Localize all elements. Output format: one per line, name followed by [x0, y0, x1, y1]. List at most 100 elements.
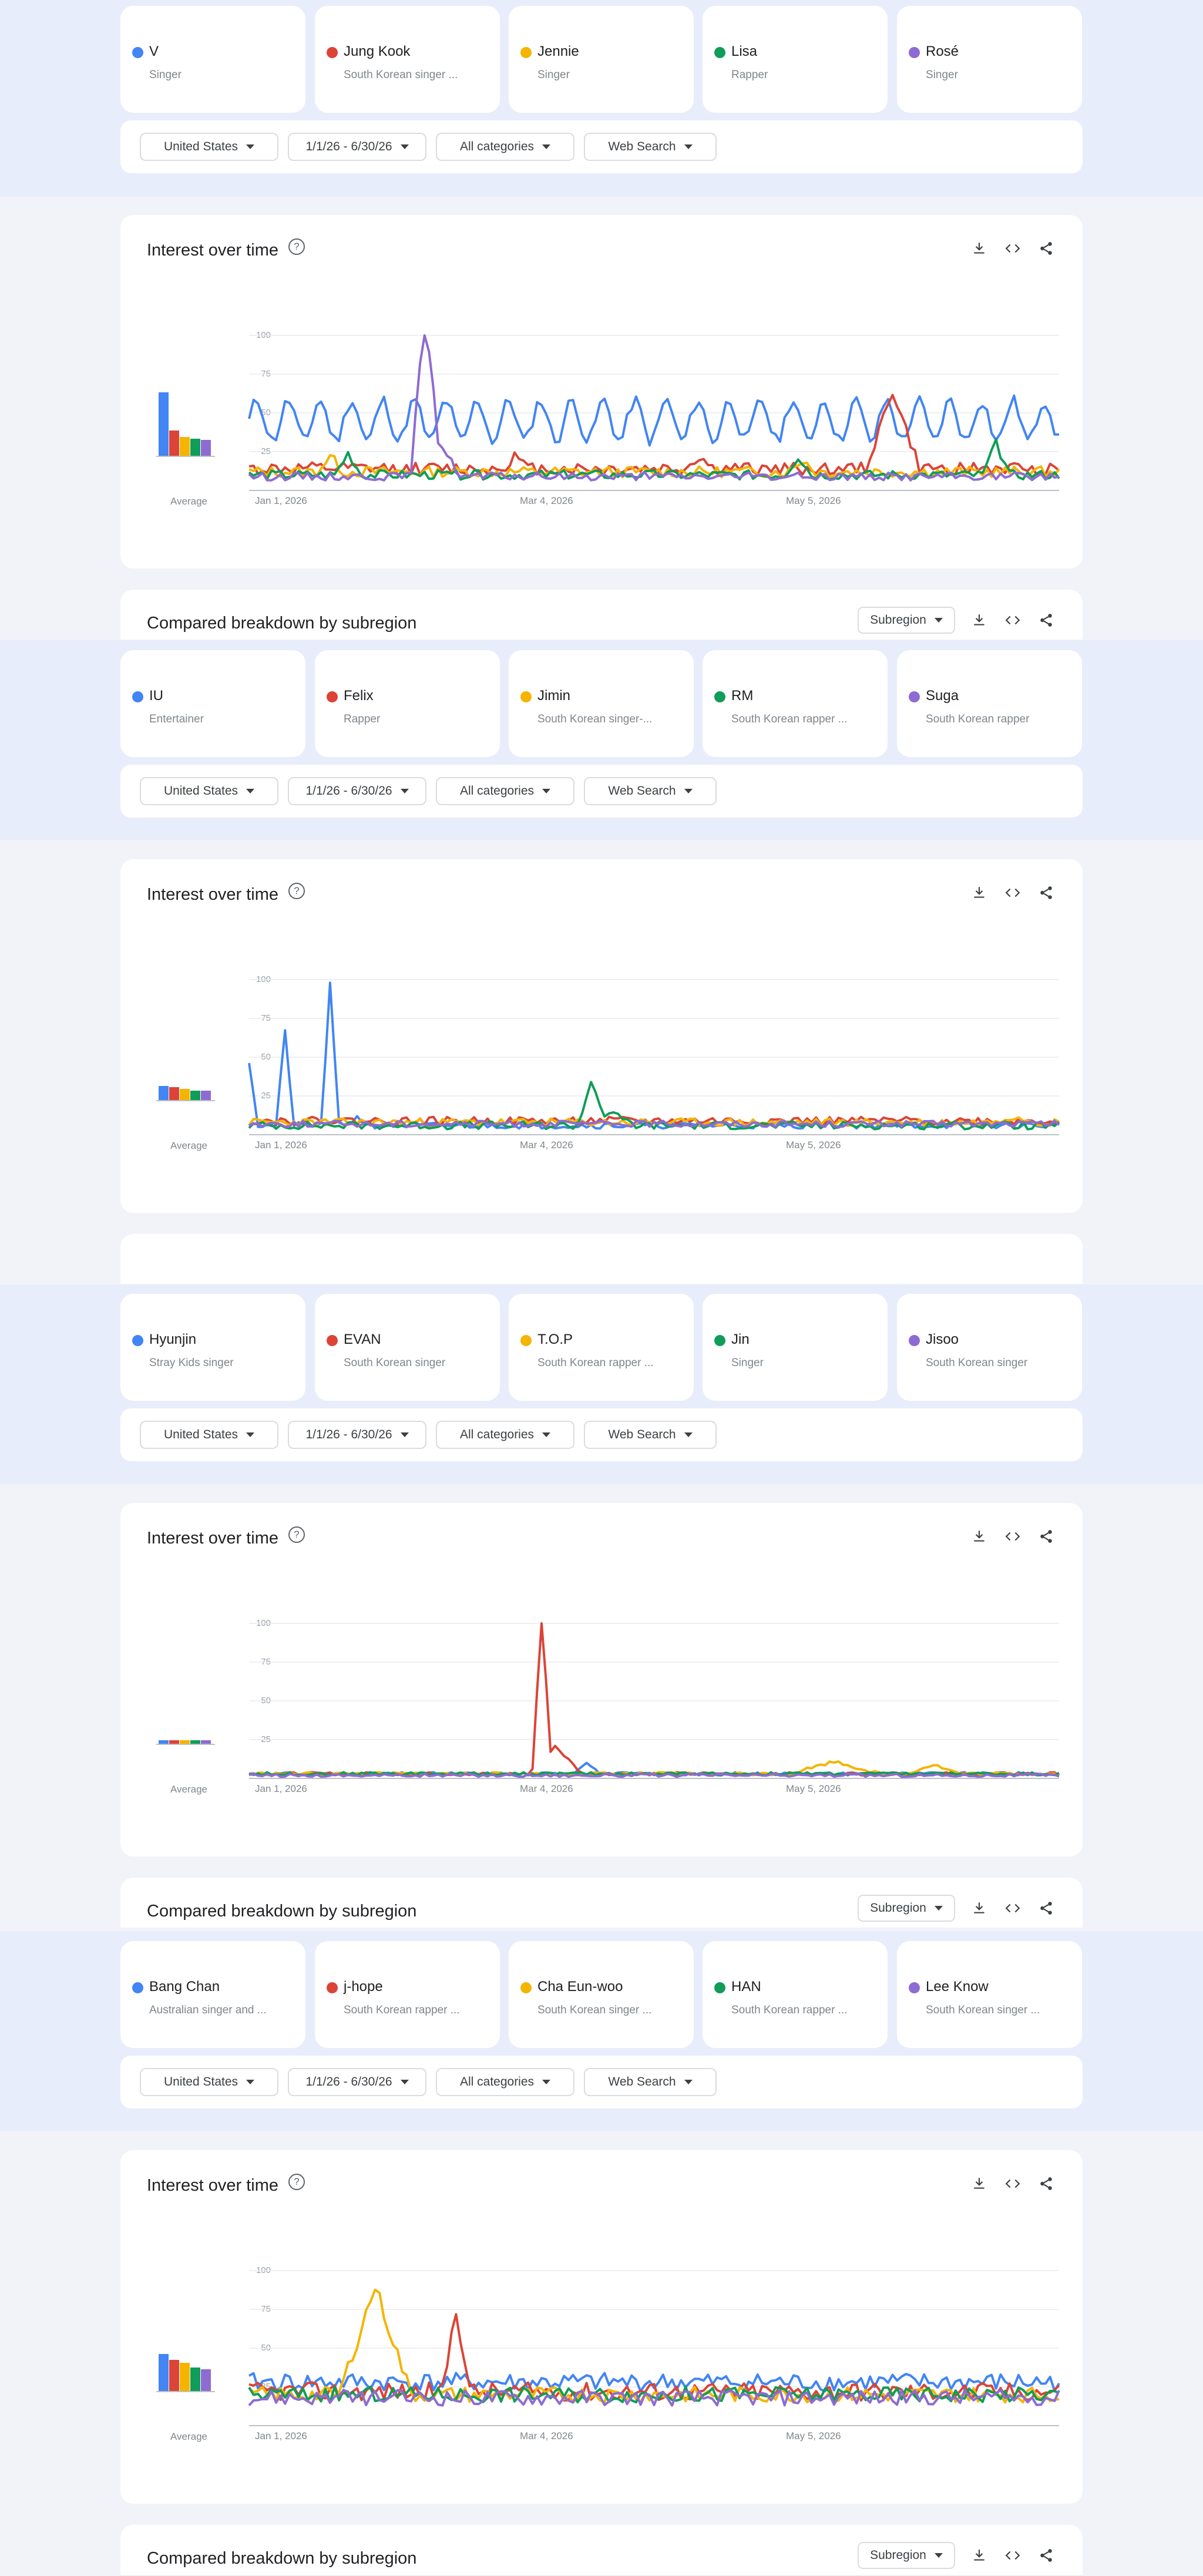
search-term-card[interactable]: Bang Chan Australian singer and ... [120, 1941, 305, 2048]
date-range-filter[interactable]: 1/1/26 - 6/30/26 [288, 777, 426, 805]
search-term-card[interactable]: Cha Eun-woo South Korean singer ... [509, 1941, 694, 2048]
search-type-filter[interactable]: Web Search [584, 2068, 717, 2096]
interest-line-chart[interactable] [248, 334, 1060, 509]
search-term-card[interactable]: HAN South Korean rapper ... [703, 1941, 888, 2048]
search-term-card[interactable]: T.O.P South Korean rapper ... [509, 1294, 694, 1401]
help-icon[interactable]: ? [288, 2174, 305, 2190]
search-term-card[interactable]: Jin Singer [703, 1294, 888, 1401]
x-tick-label: May 5, 2026 [786, 2430, 841, 2442]
download-icon[interactable] [969, 1898, 989, 1918]
download-icon[interactable] [969, 2545, 989, 2565]
share-icon[interactable] [1036, 238, 1056, 258]
term-description: South Korean singer [926, 1357, 1028, 1369]
chevron-down-icon [246, 2080, 255, 2084]
help-icon[interactable]: ? [288, 883, 305, 899]
term-name: Cha Eun-woo [537, 1979, 623, 1995]
term-description: Singer [731, 1357, 764, 1369]
search-type-filter[interactable]: Web Search [584, 777, 717, 805]
search-term-card[interactable]: Hyunjin Stray Kids singer [120, 1294, 305, 1401]
term-description: South Korean rapper [926, 713, 1030, 725]
download-icon-glyph [974, 243, 984, 254]
chevron-down-icon [934, 2553, 943, 2558]
region-filter[interactable]: United States [140, 777, 278, 805]
date-range-filter[interactable]: 1/1/26 - 6/30/26 [288, 2068, 426, 2096]
category-filter[interactable]: All categories [436, 1421, 574, 1449]
search-term-card[interactable]: Felix Rapper [315, 650, 500, 757]
embed-icon[interactable] [1003, 2545, 1023, 2565]
embed-icon[interactable] [1003, 2174, 1023, 2194]
breakdown-title: Compared breakdown by subregion [147, 614, 417, 633]
trend-line-5 [248, 1119, 1060, 1128]
category-filter[interactable]: All categories [436, 133, 574, 161]
search-term-card[interactable]: Jisoo South Korean singer [897, 1294, 1082, 1401]
interest-line-chart[interactable] [248, 1622, 1060, 1797]
search-term-card[interactable]: Lee Know South Korean singer ... [897, 1941, 1082, 2048]
embed-icon[interactable] [1003, 610, 1023, 630]
embed-icon[interactable] [1003, 1898, 1023, 1918]
search-term-card[interactable]: Jennie Singer [509, 6, 694, 113]
term-color-dot [714, 47, 725, 58]
download-icon[interactable] [969, 610, 989, 630]
search-term-card[interactable]: EVAN South Korean singer [315, 1294, 500, 1401]
share-icon[interactable] [1036, 1898, 1056, 1918]
term-name: Rosé [926, 43, 959, 59]
date-range-filter-label: 1/1/26 - 6/30/26 [305, 140, 392, 153]
average-bar [159, 392, 169, 457]
search-term-card[interactable]: Rosé Singer [897, 6, 1082, 113]
interest-line-chart[interactable] [248, 979, 1060, 1153]
average-label: Average [170, 1140, 208, 1151]
average-bar [180, 436, 190, 457]
date-range-filter-label: 1/1/26 - 6/30/26 [305, 1428, 392, 1441]
share-icon[interactable] [1036, 610, 1056, 630]
download-icon-glyph [974, 1531, 984, 1542]
share-icon[interactable] [1036, 2174, 1056, 2194]
region-filter[interactable]: United States [140, 1421, 278, 1449]
search-type-filter[interactable]: Web Search [584, 133, 717, 161]
download-icon[interactable] [969, 1526, 989, 1546]
search-term-card[interactable]: Suga South Korean rapper [897, 650, 1082, 757]
download-icon[interactable] [969, 2174, 989, 2194]
filter-bar: United States 1/1/26 - 6/30/26 All categor… [120, 1408, 1083, 1461]
term-description: Stray Kids singer [149, 1357, 234, 1369]
share-icon[interactable] [1036, 2545, 1056, 2565]
download-icon[interactable] [969, 883, 989, 903]
region-filter-label: United States [163, 1428, 238, 1441]
search-term-card[interactable]: Lisa Rapper [703, 6, 888, 113]
download-icon-glyph [974, 2550, 984, 2561]
subregion-select[interactable]: Subregion [858, 607, 955, 634]
category-filter[interactable]: All categories [436, 2068, 574, 2096]
download-icon[interactable] [969, 238, 989, 258]
average-label: Average [170, 2431, 208, 2442]
search-type-filter[interactable]: Web Search [584, 1421, 717, 1449]
share-icon[interactable] [1036, 883, 1056, 903]
breakdown-title: Compared breakdown by subregion [147, 1902, 417, 1921]
search-term-card[interactable]: V Singer [120, 6, 305, 113]
search-type-filter-label: Web Search [608, 2075, 676, 2089]
subregion-select[interactable]: Subregion [858, 2542, 955, 2569]
average-bar [159, 1085, 169, 1101]
region-filter[interactable]: United States [140, 133, 278, 161]
search-term-card[interactable]: IU Entertainer [120, 650, 305, 757]
search-term-card[interactable]: j-hope South Korean rapper ... [315, 1941, 500, 2048]
embed-icon[interactable] [1003, 883, 1023, 903]
term-name: Jimin [537, 688, 571, 704]
help-icon[interactable]: ? [288, 238, 305, 255]
search-term-card[interactable]: Jung Kook South Korean singer ... [315, 6, 500, 113]
category-filter[interactable]: All categories [436, 777, 574, 805]
average-baseline [156, 1744, 215, 1745]
region-filter[interactable]: United States [140, 2068, 278, 2096]
term-description: Rapper [344, 713, 381, 725]
embed-icon[interactable] [1003, 1526, 1023, 1546]
subregion-select[interactable]: Subregion [858, 1895, 955, 1922]
embed-icon[interactable] [1003, 238, 1023, 258]
chevron-down-icon [684, 2080, 693, 2084]
help-icon[interactable]: ? [288, 1526, 305, 1543]
interest-line-chart[interactable] [248, 2270, 1060, 2444]
search-type-filter-label: Web Search [608, 784, 676, 798]
date-range-filter[interactable]: 1/1/26 - 6/30/26 [288, 1421, 426, 1449]
chevron-down-icon [684, 789, 693, 793]
date-range-filter[interactable]: 1/1/26 - 6/30/26 [288, 133, 426, 161]
search-term-card[interactable]: RM South Korean rapper ... [703, 650, 888, 757]
share-icon[interactable] [1036, 1526, 1056, 1546]
search-term-card[interactable]: Jimin South Korean singer-... [509, 650, 694, 757]
